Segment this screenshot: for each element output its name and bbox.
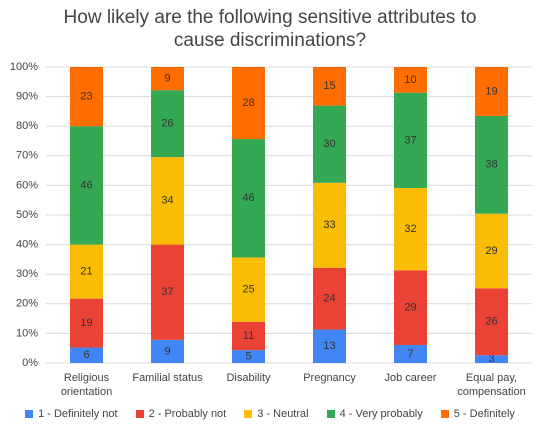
data-label: 25 (242, 284, 254, 296)
y-tick-label: 90% (16, 91, 38, 103)
bar-segment (70, 347, 103, 363)
x-tick-label: Job career (384, 372, 437, 384)
data-label: 7 (407, 348, 413, 360)
legend-item: 2 - Probably not (135, 408, 227, 420)
data-label: 33 (323, 219, 335, 231)
y-tick-label: 10% (16, 327, 38, 339)
data-label: 34 (161, 195, 173, 207)
legend-label: 3 - Neutral (257, 408, 309, 420)
y-tick-label: 0% (22, 357, 38, 369)
data-label: 3 (488, 353, 494, 365)
legend-item: 1 - Definitely not (25, 408, 118, 420)
bar-segment (70, 298, 103, 348)
x-tick-label: Disability (226, 372, 271, 384)
data-label: 11 (243, 330, 254, 342)
bar-segment (151, 157, 184, 245)
legend-label: 2 - Probably not (148, 408, 227, 420)
data-label: 38 (485, 159, 497, 171)
data-label: 21 (80, 266, 92, 278)
bar-segment (151, 339, 184, 363)
bar-segment (475, 355, 508, 363)
x-tick-label: Familial status (132, 372, 203, 384)
data-label: 24 (323, 293, 335, 305)
legend-item: 3 - Neutral (244, 408, 309, 420)
x-tick-label: Equal pay, compensation (457, 372, 526, 398)
data-label: 29 (404, 302, 416, 314)
data-label: 6 (83, 349, 89, 361)
y-tick-label: 30% (16, 268, 38, 280)
bar-segment (70, 244, 103, 299)
bar-segment (151, 244, 184, 340)
legend-label: 4 - Very probably (339, 408, 423, 420)
data-label: 5 (245, 350, 251, 362)
data-label: 19 (485, 85, 497, 97)
legend-swatch (326, 410, 335, 418)
legend-swatch (440, 410, 449, 418)
bar-segment (475, 213, 508, 289)
legend-swatch (25, 410, 34, 418)
legend: 1 - Definitely not 2 - Probably not 3 - Ne… (0, 408, 540, 420)
data-label: 9 (164, 345, 170, 357)
bar-segment (394, 344, 427, 363)
bar-segment (475, 288, 508, 356)
data-label: 15 (323, 80, 335, 92)
bar-segment (232, 350, 265, 363)
data-label: 46 (242, 192, 254, 204)
y-tick-label: 80% (16, 120, 38, 132)
bar-segment (313, 182, 346, 268)
data-label: 10 (404, 74, 416, 86)
bar-segment (475, 115, 508, 214)
bar-segment (394, 187, 427, 271)
bar-segment (232, 257, 265, 322)
legend-item: 4 - Very probably (326, 408, 423, 420)
bar-segment (151, 67, 184, 91)
y-tick-label: 20% (16, 298, 38, 310)
data-label: 26 (161, 118, 173, 130)
bar-segment (313, 329, 346, 363)
bar-segment (232, 139, 265, 258)
data-label: 13 (323, 340, 335, 352)
bar-segment (394, 92, 427, 188)
bar-segment (313, 105, 346, 183)
legend-label: 1 - Definitely not (38, 408, 118, 420)
data-label: 46 (80, 179, 92, 191)
bar-segment (313, 267, 346, 330)
legend-swatch (244, 410, 253, 418)
bar-segment (70, 126, 103, 245)
data-label: 30 (323, 138, 335, 150)
bar-segment (394, 270, 427, 345)
data-label: 37 (404, 134, 416, 146)
data-label: 28 (242, 97, 254, 109)
data-label: 26 (485, 316, 497, 328)
data-label: 29 (485, 245, 497, 257)
bar-segment (313, 67, 346, 106)
data-label: 32 (404, 223, 416, 235)
y-tick-label: 60% (16, 179, 38, 191)
bar-segment (475, 67, 508, 116)
legend-label: 5 - Definitely (453, 408, 515, 420)
data-label: 23 (80, 91, 92, 103)
bar-segment (232, 67, 265, 140)
data-label: 37 (161, 286, 173, 298)
bar-segment (151, 90, 184, 158)
y-tick-label: 100% (10, 61, 38, 73)
bar-segment (232, 321, 265, 351)
data-label: 9 (164, 72, 170, 84)
y-tick-label: 70% (16, 150, 38, 162)
y-tick-label: 40% (16, 239, 38, 251)
y-tick-label: 50% (16, 209, 38, 221)
x-tick-label: Pregnancy (303, 372, 356, 384)
bar-segment (70, 67, 103, 127)
chart-title: How likely are the following sensitive a… (63, 7, 477, 51)
data-label: 19 (80, 317, 92, 329)
bar-segment (394, 67, 427, 93)
x-tick-label: Religious orientation (60, 372, 113, 398)
legend-item: 5 - Definitely (440, 408, 515, 420)
legend-swatch (135, 410, 144, 418)
